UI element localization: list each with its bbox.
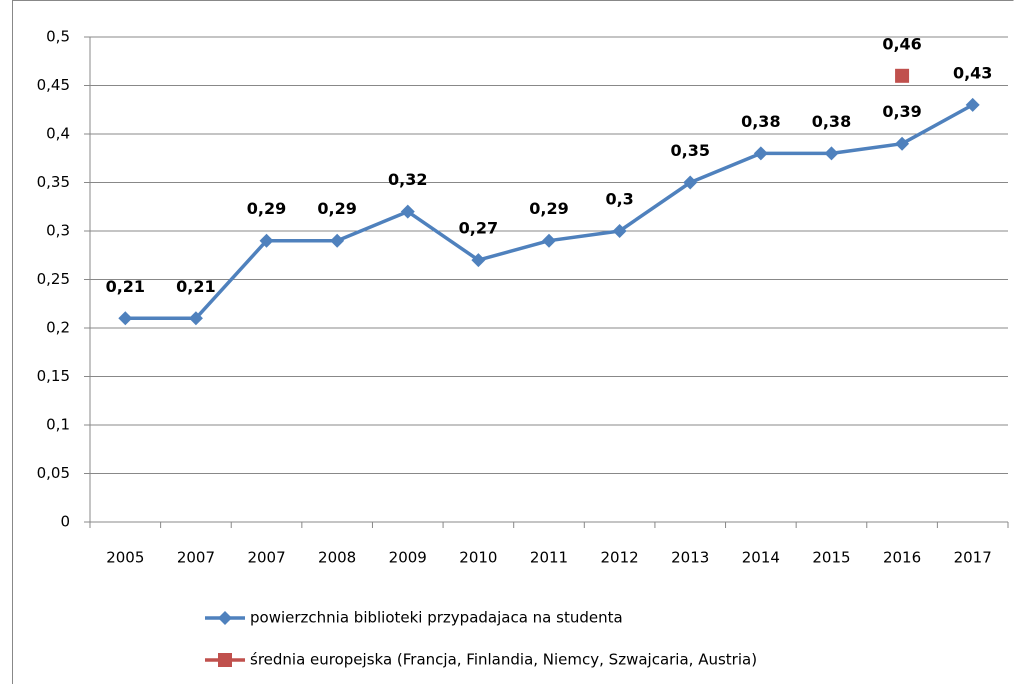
x-tick-label: 2007 — [177, 549, 215, 567]
data-label: 0,27 — [459, 219, 498, 238]
marker — [400, 204, 415, 219]
data-label: 0,32 — [388, 170, 427, 189]
x-tick-label: 2010 — [459, 549, 497, 567]
y-tick-label: 0,1 — [46, 416, 70, 434]
y-tick-label: 0,3 — [46, 222, 70, 240]
y-tick-label: 0,4 — [46, 125, 70, 143]
marker — [330, 233, 345, 248]
data-label: 0,21 — [176, 277, 215, 296]
x-tick-label: 2011 — [530, 549, 568, 567]
data-label: 0,3 — [605, 190, 633, 209]
x-tick-label: 2014 — [742, 549, 780, 567]
y-tick-label: 0,35 — [37, 173, 70, 191]
legend-label: średnia europejska (Francja, Finlandia, … — [250, 651, 757, 669]
marker — [542, 233, 556, 248]
data-label: 0,21 — [106, 277, 145, 296]
y-tick-label: 0,2 — [46, 319, 70, 337]
chart-frame — [12, 0, 1014, 684]
y-tick-label: 0,25 — [37, 270, 70, 288]
marker — [895, 68, 910, 83]
data-label: 0,29 — [317, 199, 356, 218]
marker — [824, 146, 839, 161]
y-tick-label: 0,45 — [37, 76, 70, 94]
data-label: 0,29 — [247, 199, 286, 218]
marker — [612, 224, 627, 238]
data-label: 0,35 — [670, 141, 709, 160]
x-tick-label: 2009 — [389, 549, 427, 567]
x-tick-label: 2016 — [883, 549, 921, 567]
data-label: 0,38 — [741, 112, 780, 131]
data-label: 0,43 — [953, 63, 992, 82]
legend-label: powierzchnia biblioteki przypadajaca na … — [250, 609, 623, 627]
marker — [683, 175, 698, 190]
x-tick-label: 2015 — [812, 549, 850, 567]
x-tick-label: 2013 — [671, 549, 709, 567]
data-label: 0,39 — [882, 102, 921, 121]
x-tick-label: 2008 — [318, 549, 356, 567]
x-tick-label: 2012 — [601, 549, 639, 567]
marker — [471, 253, 486, 268]
marker — [895, 136, 910, 151]
y-tick-label: 0,5 — [46, 28, 70, 46]
x-tick-label: 2007 — [247, 549, 285, 567]
marker — [188, 311, 203, 326]
x-tick-label: 2017 — [954, 549, 992, 567]
y-tick-label: 0,15 — [37, 367, 70, 385]
marker — [753, 146, 768, 161]
data-label: 0,29 — [529, 199, 568, 218]
x-tick-label: 2005 — [106, 549, 144, 567]
y-tick-label: 0 — [60, 513, 70, 531]
marker — [259, 233, 274, 248]
marker — [118, 311, 133, 326]
marker — [218, 653, 232, 667]
marker — [965, 97, 980, 112]
data-label: 0,46 — [882, 34, 921, 53]
data-label: 0,38 — [812, 112, 851, 131]
marker — [218, 611, 232, 625]
y-tick-label: 0,05 — [37, 464, 70, 482]
